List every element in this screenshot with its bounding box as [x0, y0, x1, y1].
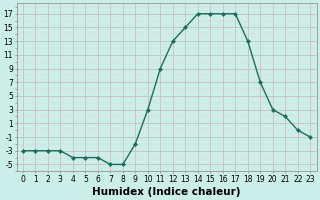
X-axis label: Humidex (Indice chaleur): Humidex (Indice chaleur): [92, 187, 241, 197]
